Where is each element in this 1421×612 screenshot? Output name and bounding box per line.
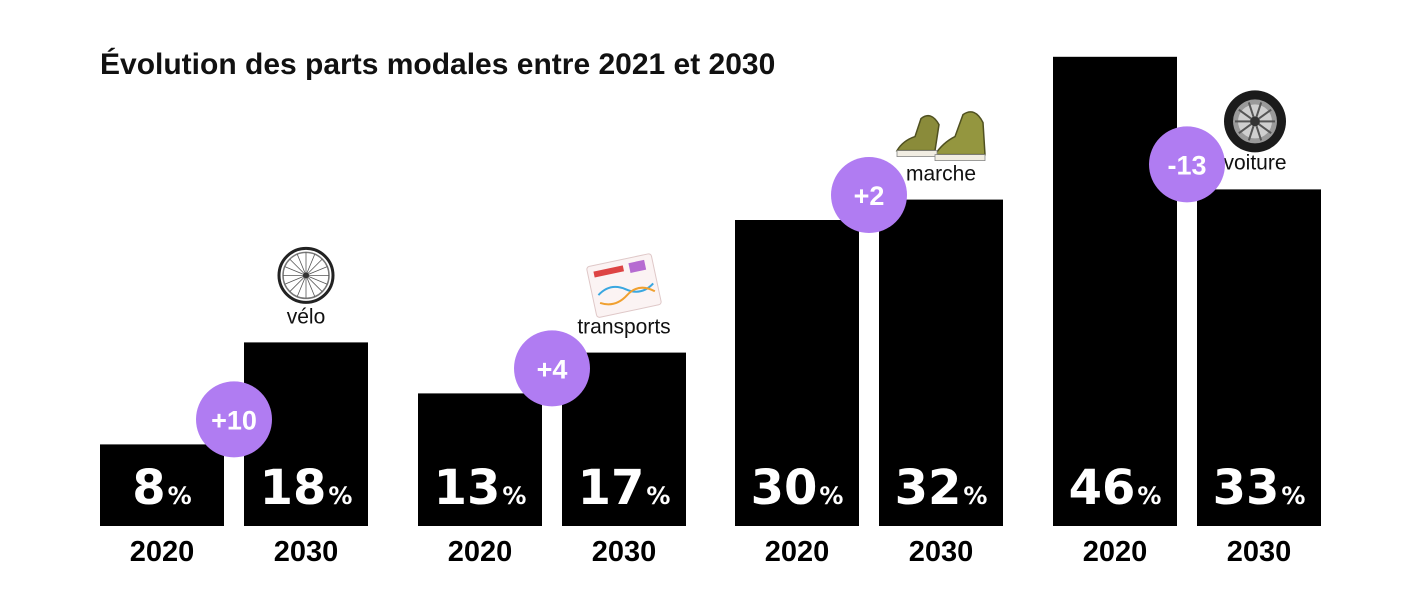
year-label: 2030 [909, 536, 974, 568]
year-label: 2020 [130, 536, 195, 568]
bar-vélo-2020 [100, 444, 224, 526]
bar-transports-2020 [418, 393, 542, 526]
year-label: 2020 [1083, 536, 1148, 568]
delta-label: -13 [1167, 150, 1206, 180]
bar-value-label: 18% [260, 460, 353, 516]
bar-marche-2030 [879, 199, 1003, 526]
group-2: 30% 2020 32% 2030 marche +2 [735, 111, 1003, 568]
bar-value-label: 30% [751, 460, 844, 516]
bar-marche-2020 [735, 220, 859, 526]
mode-label: marche [906, 163, 976, 186]
delta-badge [1149, 126, 1225, 203]
bicycle-wheel-icon [277, 246, 335, 304]
group-0: 8% 2020 18% 2030 vélo +10 [100, 246, 368, 568]
mode-label: vélo [287, 305, 326, 328]
delta-badge [196, 381, 272, 458]
delta-label: +2 [854, 181, 885, 211]
year-label: 2020 [448, 536, 513, 568]
bar-value-label: 46% [1069, 460, 1162, 516]
car-tire-icon [1224, 90, 1286, 153]
year-label: 2030 [274, 536, 339, 568]
bar-value-label: 13% [434, 460, 527, 516]
transit-card-icon [586, 253, 662, 318]
bar-value-label: 32% [895, 460, 988, 516]
year-label: 2030 [592, 536, 657, 568]
chart-title: Évolution des parts modales entre 2021 e… [100, 47, 775, 81]
plot-area: 8% 2020 18% 2030 vélo +10 13% 2020 17% 2030 transp… [100, 56, 1321, 568]
delta-label: +10 [211, 405, 257, 435]
year-label: 2020 [765, 536, 830, 568]
bar-voiture-2030 [1197, 189, 1321, 526]
delta-badge [831, 157, 907, 233]
bar-value-label: 17% [578, 460, 671, 516]
year-label: 2030 [1227, 536, 1292, 568]
delta-badge [514, 330, 590, 407]
delta-label: +4 [537, 354, 568, 384]
mode-label: transports [577, 316, 670, 339]
group-3: 46% 2020 33% 2030 voiture -13 [1053, 56, 1321, 568]
bar-voiture-2020 [1053, 56, 1177, 527]
group-1: 13% 2020 17% 2030 transports +4 [418, 253, 686, 568]
bar-value-label: 33% [1213, 460, 1306, 516]
sneakers-icon [895, 111, 986, 162]
mode-label: voiture [1223, 151, 1286, 174]
bar-value-label: 8% [132, 460, 191, 516]
